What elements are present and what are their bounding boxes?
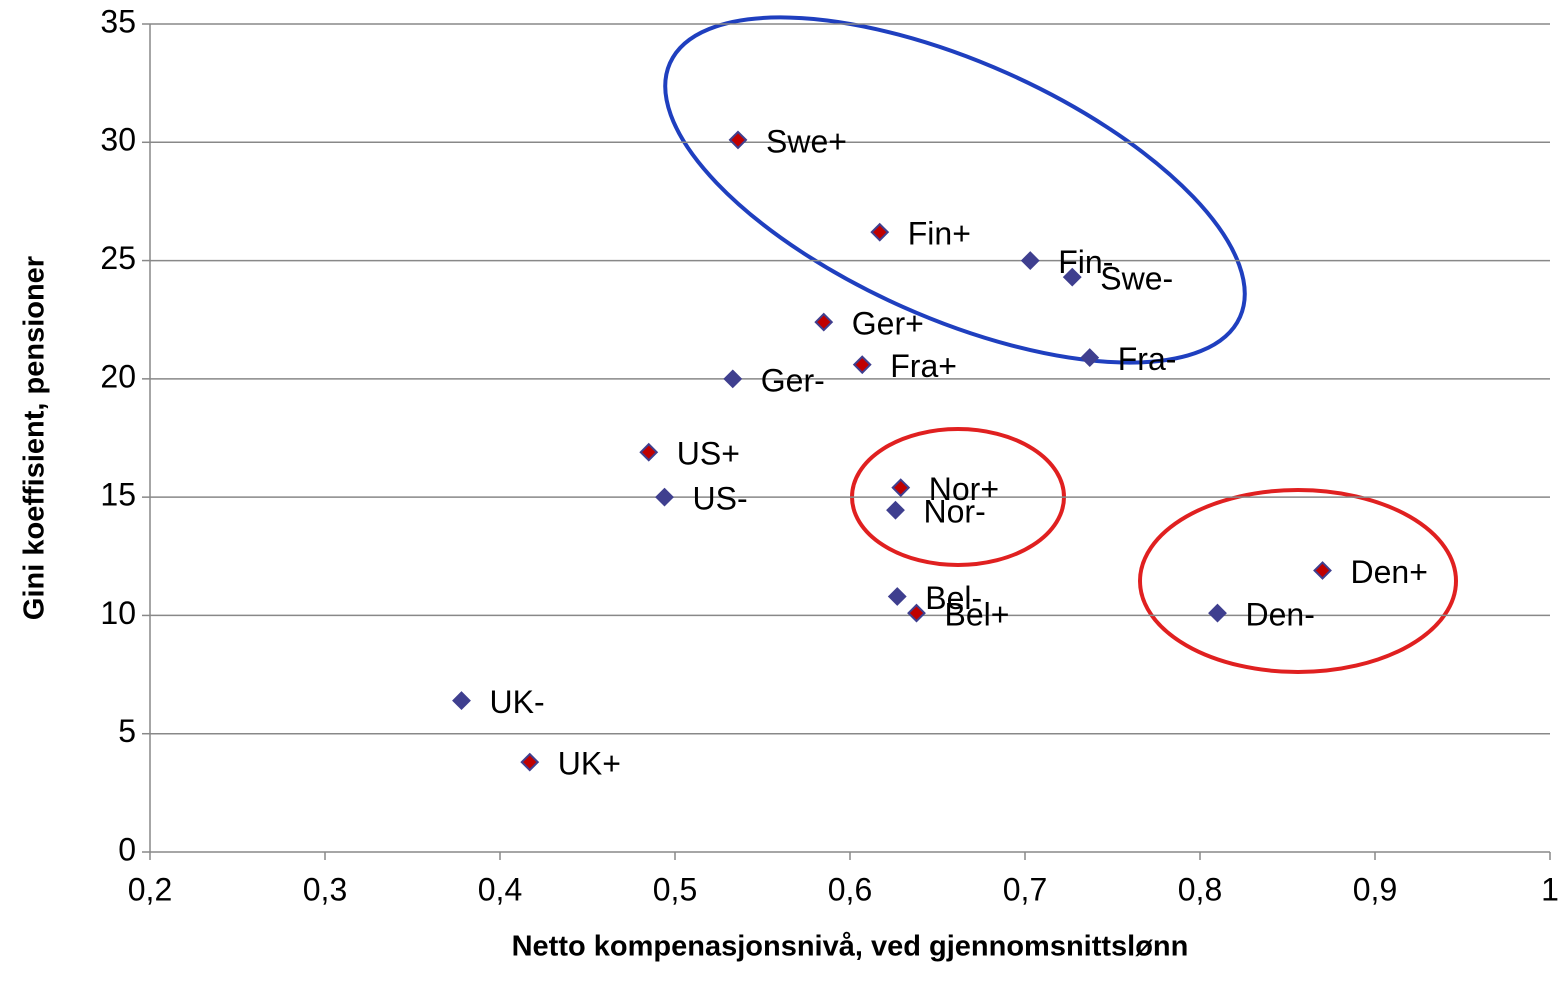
point-label: Bel+: [945, 597, 1010, 633]
x-tick-label: 0,3: [303, 871, 347, 907]
point: [452, 691, 471, 711]
x-tick-label: 0,2: [128, 871, 172, 907]
x-tick-label: 0,6: [828, 871, 872, 907]
point: [907, 603, 926, 623]
point: [1020, 251, 1040, 270]
point: [655, 487, 674, 507]
point: [728, 130, 748, 150]
point-label: Bel-: [925, 580, 982, 616]
point-label: US+: [677, 436, 740, 472]
point-label: Den-: [1246, 597, 1315, 633]
x-tick-label: 0,5: [653, 871, 697, 907]
y-tick-label: 25: [100, 240, 136, 276]
point-label: Ger-: [761, 362, 825, 398]
point: [891, 478, 911, 498]
x-tick-label: 0,8: [1178, 871, 1222, 907]
y-tick-label: 0: [118, 831, 136, 867]
point: [870, 222, 890, 242]
point-label: Swe-: [1100, 261, 1173, 297]
point-label: US-: [693, 481, 748, 517]
point: [1208, 603, 1227, 623]
y-tick-label: 20: [100, 358, 136, 394]
cluster-ellipse: [1138, 488, 1458, 674]
point-label: Fra-: [1118, 341, 1177, 377]
point-label: UK-: [490, 684, 545, 720]
x-tick-label: 0,9: [1353, 871, 1397, 907]
point: [887, 587, 907, 606]
cluster-ellipse: [663, 15, 1247, 365]
y-tick-label: 15: [100, 477, 136, 513]
x-tick-label: 0,7: [1003, 871, 1047, 907]
point-label: Swe+: [766, 123, 847, 159]
x-tick-label: 1: [1541, 871, 1559, 907]
point: [1313, 561, 1332, 580]
y-tick-label: 30: [100, 122, 136, 158]
point: [886, 500, 905, 520]
y-tick-label: 35: [100, 3, 136, 39]
point-label: Fra+: [890, 348, 957, 384]
point-label: Den+: [1351, 554, 1428, 590]
point-label: Ger+: [852, 306, 924, 342]
point: [852, 355, 872, 375]
y-axis-title: Gini koeffisient, pensioner: [19, 256, 51, 620]
point: [723, 369, 743, 389]
point: [520, 752, 540, 772]
y-tick-label: 10: [100, 595, 136, 631]
point-label: UK+: [558, 746, 621, 782]
point-label: Nor+: [929, 471, 999, 507]
point: [814, 312, 834, 332]
point: [1062, 267, 1082, 287]
point: [1080, 348, 1100, 367]
point-label: Fin+: [908, 216, 971, 252]
x-axis-title: Netto kompenasjonsnivå, ved gjennomsnitt…: [512, 931, 1189, 963]
point: [639, 442, 659, 462]
point-label: Nor-: [924, 494, 986, 530]
y-tick-label: 5: [118, 713, 136, 749]
x-tick-label: 0,4: [478, 871, 522, 907]
